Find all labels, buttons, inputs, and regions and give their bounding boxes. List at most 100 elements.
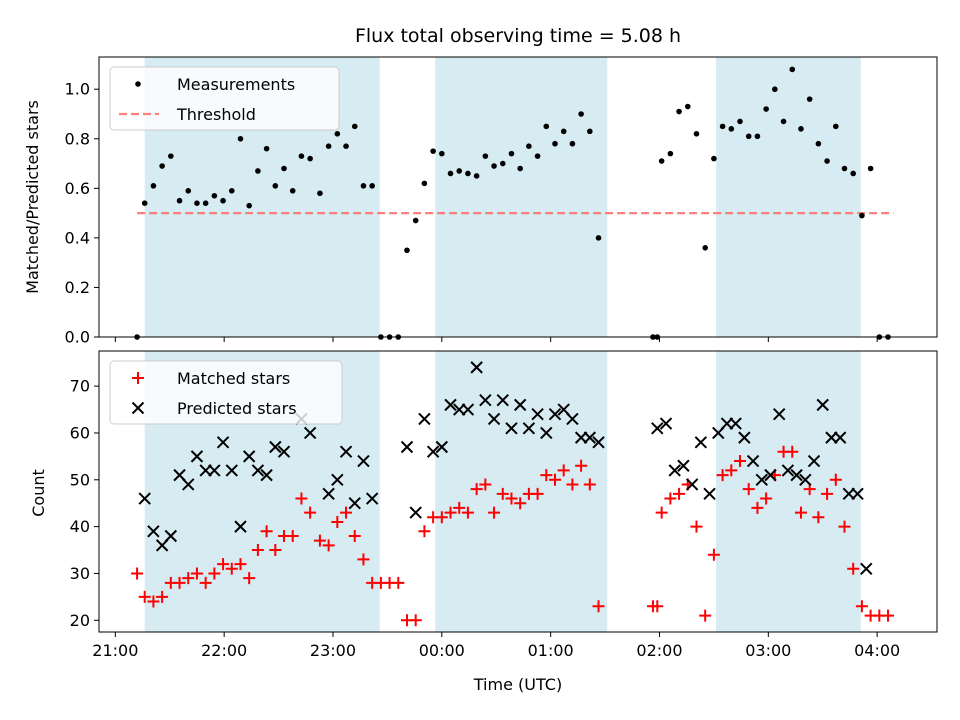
matched-stars-point [182,572,195,585]
predicted-stars-point [505,422,518,435]
predicted-stars-point [860,562,873,575]
top-observing-window-2 [435,57,608,337]
x-tick-label: 00:00 [419,641,465,660]
predicted-stars-point [583,431,597,444]
predicted-stars-point [216,436,230,449]
predicted-stars-point [260,468,273,482]
measurement-point [482,153,489,159]
matched-stars-point [331,515,344,528]
measurement-point [317,190,323,197]
matched-stars-point [295,492,308,505]
predicted-stars-point [331,473,344,486]
predicted-stars-point [487,412,501,426]
matched-stars-point [794,506,807,519]
x-tick-label: 01:00 [528,641,574,660]
measurement-point [578,111,584,117]
matched-stars-point [707,548,720,561]
measurement-point [560,128,567,135]
measurement-point [780,118,787,125]
predicted-stars-point [531,408,544,421]
measurement-point [587,128,593,135]
measurement-point [473,173,480,179]
top-y-tick-label: 0.8 [65,129,90,148]
matched-stars-point [461,506,474,519]
predicted-stars-point [729,417,742,430]
measurement-point [228,188,235,194]
measurement-point [246,202,252,209]
matched-stars-point [751,501,764,514]
measurement-point [595,235,602,241]
matched-stars-point [470,483,483,496]
predicted-stars-point [138,492,151,505]
matched-stars-point [786,445,799,458]
measurement-point [456,168,463,174]
legend-measurements-label: Measurements [177,75,295,94]
bottom-observing-window-3 [716,351,861,632]
x-tick-label: 04:00 [854,641,900,660]
legend-matched-stars-marker [132,372,144,384]
matched-stars-point [496,487,509,500]
bottom-y-tick-label: 50 [70,470,90,489]
matched-stars-point [812,511,825,524]
measurement-point [850,170,856,177]
measurement-point [325,143,332,150]
measurement-point [508,150,515,157]
predicted-stars-point [190,450,204,463]
top-y-tick-label: 0.4 [65,228,90,247]
predicted-stars-point [339,445,353,458]
measurement-point [763,106,769,112]
matched-stars-point [357,553,370,566]
predicted-stars-point [738,431,751,444]
measurement-point [543,123,550,130]
predicted-stars-point [746,454,760,468]
measurement-point [754,133,761,140]
measurement-point [719,123,726,130]
measurement-point [693,131,700,137]
predicted-stars-point [400,440,414,454]
top-y-tick-label: 0.6 [65,179,90,198]
predicted-stars-point [540,426,553,440]
matched-stars-point [217,558,230,571]
legend-predicted-stars-label: Predicted stars [177,399,297,418]
measurement-point [263,145,270,152]
measurement-point [430,148,436,154]
matched-stars-point [882,609,895,622]
measurement-point [569,140,576,147]
predicted-stars-point [651,422,664,435]
measurement-point [298,153,305,159]
matched-stars-point [829,473,842,486]
measurement-point [737,118,743,125]
matched-stars-point [838,520,851,533]
predicted-stars-point [418,412,431,426]
measurement-point [194,200,200,206]
measurement-point [658,158,665,164]
measurement-point [281,165,287,172]
predicted-stars-point [208,464,221,477]
matched-stars-point [409,614,422,627]
predicted-stars-point [659,417,673,430]
predicted-stars-point [548,408,562,421]
measurement-point [517,165,523,172]
x-tick-label: 02:00 [636,641,682,660]
measurement-point [789,66,796,73]
predicted-stars-point [772,408,786,421]
top-y-axis-label: Matched/Predicted stars [23,100,42,294]
matched-stars-point [234,558,247,571]
predicted-stars-point [833,431,847,444]
matched-stars-point [131,567,144,580]
predicted-stars-point [461,403,475,416]
bottom-legend: Matched stars Predicted stars [109,360,343,425]
measurement-point [552,140,558,147]
measurement-point [526,143,532,150]
predicted-stars-point [677,459,690,472]
matched-stars-point [575,459,588,472]
top-y-tick-label: 0.0 [65,328,90,347]
top-panel: 0.0 0.2 0.4 0.6 0.8 1.0 Measurements Threshold [65,56,938,347]
bottom-y-tick-label: 40 [70,517,90,536]
matched-stars-point [531,487,544,500]
matched-stars-point [340,506,353,519]
x-tick-label: 21:00 [92,641,138,660]
predicted-stars-point [470,361,483,374]
predicted-stars-point [444,398,457,412]
measurement-point [815,140,822,147]
